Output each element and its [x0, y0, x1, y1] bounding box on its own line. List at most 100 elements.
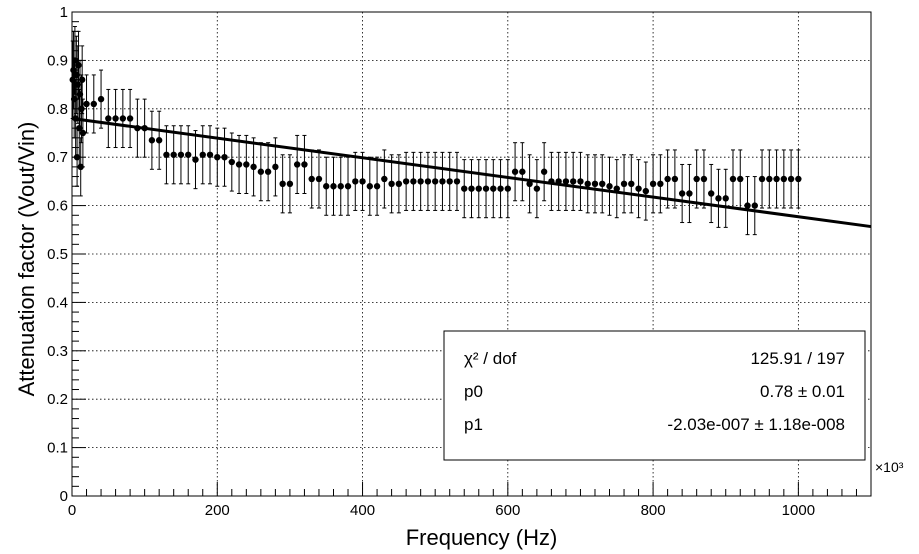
point-marker [540, 168, 548, 175]
data-point [758, 149, 766, 209]
point-marker [642, 187, 650, 195]
data-point [402, 151, 410, 211]
data-point [221, 127, 228, 187]
data-point [693, 149, 700, 209]
y-tick-label: 0.9 [47, 52, 68, 69]
point-marker [693, 175, 700, 183]
point-marker [635, 185, 642, 192]
data-point [591, 154, 599, 214]
x-tick-label: 0 [68, 502, 76, 519]
point-marker [686, 190, 693, 197]
x-tick-label: 400 [350, 502, 375, 519]
point-marker [795, 175, 802, 183]
stats-box-frame [443, 330, 866, 461]
point-marker [126, 115, 134, 122]
data-point [315, 149, 323, 209]
data-point [192, 130, 199, 190]
point-marker [737, 175, 744, 183]
point-marker [257, 168, 265, 175]
point-marker [279, 180, 286, 188]
data-point [540, 142, 548, 202]
data-point [599, 154, 606, 214]
data-point [301, 134, 308, 194]
point-marker [97, 95, 105, 103]
data-point [97, 69, 105, 129]
point-marker [293, 161, 301, 168]
data-point [468, 159, 475, 219]
data-point [250, 137, 257, 197]
point-marker [751, 202, 758, 209]
y-tick-label: 1 [60, 4, 68, 21]
y-tick-label: 0.4 [47, 294, 68, 311]
point-marker [439, 178, 446, 185]
point-marker [243, 161, 250, 168]
point-marker [228, 158, 235, 166]
data-point [337, 156, 344, 216]
point-marker [519, 168, 526, 175]
stats-label-p0: p0 [464, 382, 483, 401]
data-point [737, 149, 744, 209]
point-marker [548, 178, 555, 185]
point-marker [482, 185, 490, 192]
point-marker [74, 81, 82, 88]
point-marker [678, 190, 686, 197]
data-point [366, 156, 374, 216]
grid [72, 12, 871, 496]
point-marker [286, 180, 294, 188]
point-marker [497, 185, 504, 192]
data-point [671, 149, 679, 209]
point-marker [112, 115, 119, 122]
stats-value-p1: -2.03e-007 ± 1.18e-008 [667, 415, 845, 434]
point-marker [141, 124, 148, 132]
data-point [490, 159, 497, 219]
data-point [323, 156, 330, 216]
data-point [584, 154, 591, 214]
point-marker [170, 151, 177, 158]
stats-box: χ² / dof 125.91 / 197 p0 0.78 ± 0.01 p1 … [443, 330, 866, 461]
point-marker [424, 178, 432, 185]
data-point [170, 125, 177, 185]
point-marker [787, 175, 795, 183]
data-point [90, 74, 97, 134]
data-point [352, 151, 359, 211]
point-marker [373, 183, 381, 190]
y-tick-label: 0.7 [47, 149, 68, 166]
data-point [272, 137, 279, 197]
point-marker [344, 183, 352, 190]
point-marker [504, 185, 512, 192]
point-marker [780, 175, 788, 183]
stats-value-p0: 0.78 ± 0.01 [760, 382, 845, 401]
point-marker [700, 175, 708, 183]
point-marker [729, 175, 737, 183]
data-point [686, 163, 693, 224]
data-point [569, 151, 577, 211]
point-marker [177, 151, 185, 158]
data-point [264, 142, 272, 202]
y-tick-label: 0.3 [47, 343, 68, 360]
data-point [744, 176, 751, 236]
point-marker [533, 185, 541, 192]
data-point [700, 149, 708, 209]
data-point [446, 151, 453, 211]
data-point [83, 74, 90, 134]
point-marker [620, 180, 628, 188]
point-marker [446, 178, 453, 185]
data-point [177, 125, 185, 185]
x-multiplier-text: ×10³ [875, 459, 904, 475]
data-point [504, 159, 512, 219]
x-tick-label: 200 [205, 502, 230, 519]
point-marker [410, 178, 417, 185]
point-marker [366, 183, 374, 190]
data-point [308, 149, 315, 209]
data-point [141, 98, 148, 158]
point-marker [105, 115, 112, 122]
point-marker [628, 180, 635, 188]
point-marker [744, 202, 751, 209]
point-marker [511, 168, 519, 175]
y-tick-label: 0.2 [47, 391, 68, 408]
point-marker [301, 161, 308, 168]
point-marker [461, 185, 468, 192]
point-marker [715, 195, 722, 202]
point-marker [758, 175, 766, 183]
point-marker [577, 178, 584, 185]
